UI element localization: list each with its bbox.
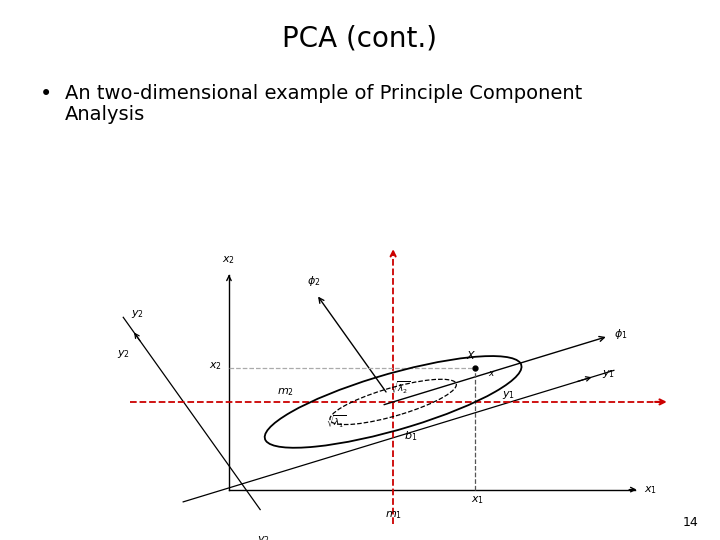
- Text: $\phi_1$: $\phi_1$: [614, 327, 628, 341]
- Text: $m_2$: $m_2$: [276, 386, 294, 397]
- Text: $X$: $X$: [466, 349, 476, 361]
- Text: •: •: [40, 84, 52, 104]
- Text: $b_1$: $b_1$: [404, 429, 417, 443]
- Text: $y_2$: $y_2$: [117, 348, 130, 360]
- Text: $\sqrt{\lambda_2}$: $\sqrt{\lambda_2}$: [390, 380, 410, 396]
- Text: An two-dimensional example of Principle Component: An two-dimensional example of Principle …: [65, 84, 582, 103]
- Text: $y_1$: $y_1$: [502, 389, 515, 401]
- Text: $y_2$: $y_2$: [257, 534, 270, 540]
- Text: 14: 14: [683, 516, 698, 529]
- Text: $y_2$: $y_2$: [131, 308, 144, 320]
- Text: $y_1$: $y_1$: [602, 368, 615, 380]
- Text: $x$: $x$: [488, 369, 496, 378]
- Text: $x_2$: $x_2$: [222, 254, 235, 266]
- Text: $\sqrt{\lambda_1}$: $\sqrt{\lambda_1}$: [325, 414, 346, 430]
- Text: $x_1$: $x_1$: [471, 494, 484, 505]
- Text: $m_1$: $m_1$: [384, 509, 402, 521]
- Text: $\phi_2$: $\phi_2$: [307, 274, 320, 288]
- Text: PCA (cont.): PCA (cont.): [282, 24, 438, 52]
- Text: $x_1$: $x_1$: [644, 484, 657, 496]
- Text: Analysis: Analysis: [65, 105, 145, 124]
- Text: $x_2$: $x_2$: [210, 361, 222, 373]
